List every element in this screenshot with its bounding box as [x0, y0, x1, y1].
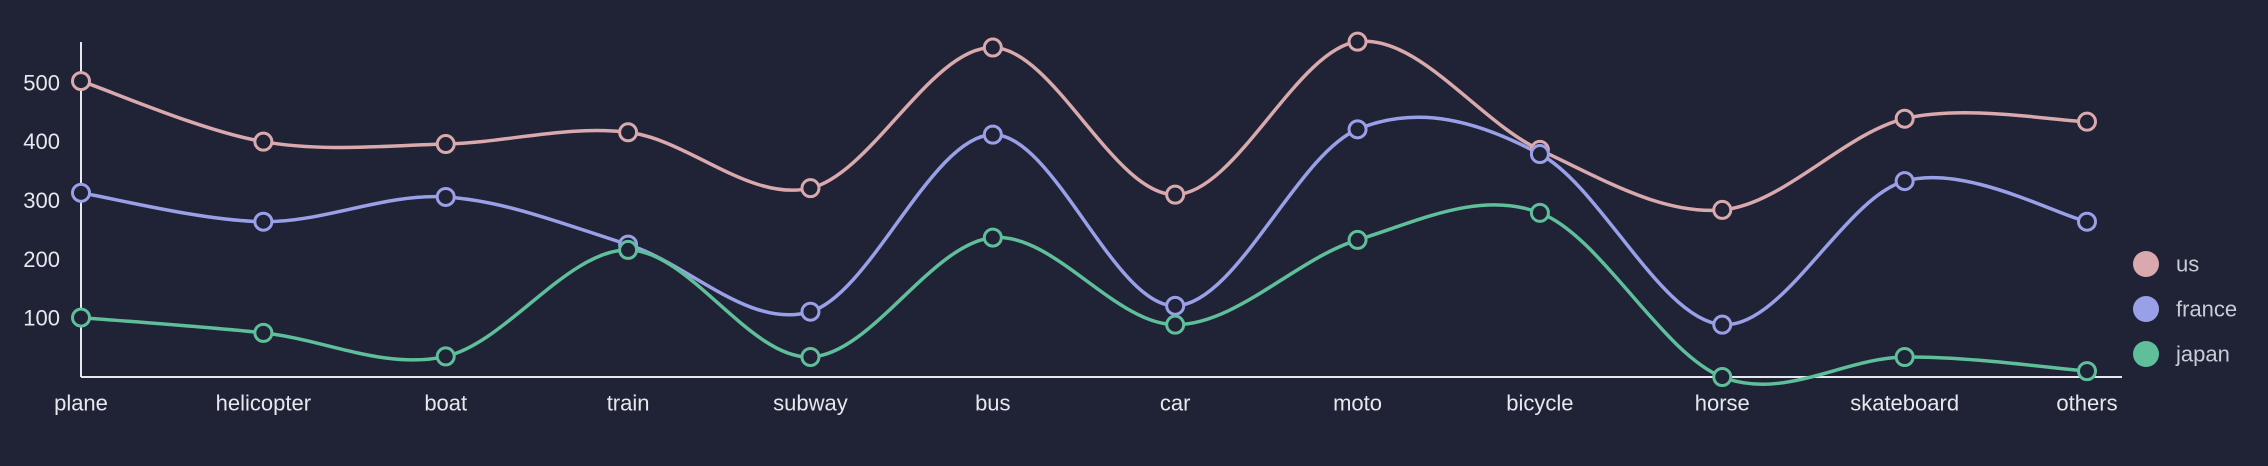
legend-label-us: us — [2176, 252, 2199, 277]
data-point-japan-boat — [435, 346, 456, 367]
data-point-us-skateboard — [1894, 108, 1915, 129]
y-tick-label: 100 — [23, 306, 60, 331]
x-tick-label: plane — [54, 391, 108, 416]
data-point-france-helicopter — [253, 211, 274, 232]
legend-marker-us — [2133, 251, 2159, 277]
data-point-japan-bus — [982, 227, 1003, 248]
data-point-france-plane — [71, 182, 91, 203]
legend: us france japan — [2133, 251, 2237, 367]
series-line-japan — [79, 203, 2089, 386]
y-tick-labels: 100 200 300 400 500 — [23, 70, 60, 330]
data-point-us-helicopter — [253, 131, 274, 152]
legend-marker-japan — [2133, 341, 2159, 367]
x-tick-labels: plane helicopter boat train subway bus car moto… — [54, 391, 2118, 416]
data-point-us-moto — [1347, 31, 1368, 52]
y-tick-label: 400 — [23, 129, 60, 154]
data-point-us-plane — [71, 71, 91, 92]
data-point-japan-train — [618, 239, 639, 260]
data-point-us-boat — [435, 134, 456, 155]
data-point-japan-horse — [1712, 367, 1733, 387]
data-point-france-car — [1165, 295, 1186, 316]
data-point-france-others — [2077, 211, 2097, 232]
data-point-france-moto — [1347, 119, 1368, 140]
data-point-france-bicycle — [1529, 144, 1550, 165]
data-point-japan-moto — [1347, 229, 1368, 250]
data-point-japan-car — [1165, 314, 1186, 335]
x-tick-label: moto — [1333, 391, 1382, 416]
legend-label-japan: japan — [2175, 342, 2230, 367]
x-tick-label: car — [1160, 391, 1191, 416]
data-point-japan-skateboard — [1894, 346, 1915, 367]
x-tick-label: horse — [1695, 391, 1750, 416]
data-point-us-others — [2077, 111, 2097, 132]
data-point-us-subway — [800, 178, 821, 199]
legend-label-france: france — [2176, 297, 2237, 322]
y-tick-label: 500 — [23, 70, 60, 95]
x-tick-label: train — [607, 391, 650, 416]
x-tick-label: bus — [975, 391, 1010, 416]
series-lines — [79, 39, 2089, 386]
data-point-japan-subway — [800, 346, 821, 367]
x-tick-label: subway — [773, 391, 848, 416]
data-point-france-horse — [1712, 314, 1733, 335]
x-tick-label: helicopter — [216, 391, 311, 416]
data-point-japan-others — [2077, 361, 2097, 382]
y-tick-label: 200 — [23, 247, 60, 272]
x-tick-label: bicycle — [1506, 391, 1573, 416]
x-tick-label: skateboard — [1850, 391, 1959, 416]
data-point-us-horse — [1712, 199, 1733, 220]
series-points — [71, 31, 2097, 387]
series-line-us — [79, 39, 2089, 213]
data-point-us-bus — [982, 37, 1003, 58]
series-line-france — [79, 115, 2089, 327]
x-tick-label: others — [2056, 391, 2117, 416]
data-point-france-subway — [800, 301, 821, 322]
data-point-japan-bicycle — [1529, 202, 1550, 223]
x-tick-label: boat — [424, 391, 467, 416]
y-tick-label: 300 — [23, 188, 60, 213]
legend-marker-france — [2133, 296, 2159, 322]
data-point-france-boat — [435, 186, 456, 207]
data-point-france-bus — [982, 124, 1003, 145]
data-point-japan-plane — [71, 307, 91, 328]
data-point-france-skateboard — [1894, 171, 1915, 192]
data-point-japan-helicopter — [253, 322, 274, 343]
data-point-us-train — [618, 122, 639, 143]
data-point-us-car — [1165, 184, 1186, 205]
axes — [80, 42, 2122, 378]
